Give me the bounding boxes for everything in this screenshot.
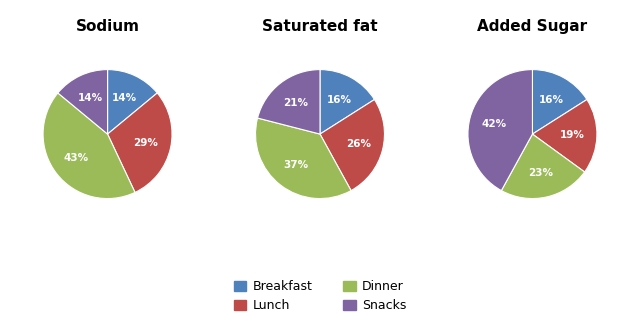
Title: Sodium: Sodium — [76, 19, 140, 34]
Wedge shape — [108, 70, 157, 134]
Text: 37%: 37% — [284, 160, 308, 170]
Text: 29%: 29% — [134, 138, 159, 148]
Text: 43%: 43% — [64, 153, 89, 163]
Wedge shape — [468, 70, 532, 191]
Wedge shape — [501, 134, 584, 198]
Text: 14%: 14% — [112, 94, 137, 103]
Legend: Breakfast, Lunch, Dinner, Snacks: Breakfast, Lunch, Dinner, Snacks — [228, 275, 412, 318]
Wedge shape — [108, 93, 172, 192]
Wedge shape — [43, 93, 135, 198]
Text: 19%: 19% — [559, 130, 584, 140]
Wedge shape — [532, 70, 587, 134]
Text: 14%: 14% — [78, 94, 103, 103]
Title: Saturated fat: Saturated fat — [262, 19, 378, 34]
Text: 23%: 23% — [529, 167, 554, 178]
Wedge shape — [320, 70, 374, 134]
Text: 21%: 21% — [284, 98, 308, 108]
Text: 16%: 16% — [539, 95, 564, 105]
Text: 16%: 16% — [326, 95, 351, 105]
Text: 42%: 42% — [482, 119, 507, 129]
Wedge shape — [58, 70, 108, 134]
Wedge shape — [532, 99, 597, 172]
Title: Added Sugar: Added Sugar — [477, 19, 588, 34]
Text: 26%: 26% — [346, 139, 371, 149]
Wedge shape — [320, 99, 385, 191]
Wedge shape — [257, 70, 320, 134]
Wedge shape — [255, 118, 351, 198]
